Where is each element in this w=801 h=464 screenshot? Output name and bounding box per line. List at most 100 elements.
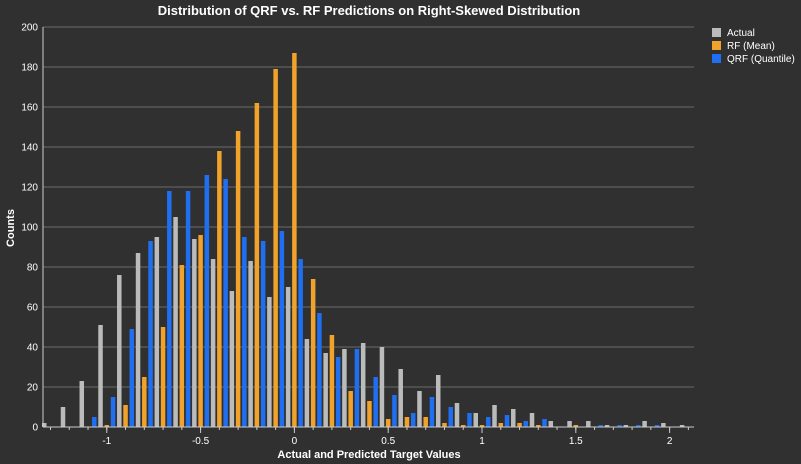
chart-title: Distribution of QRF vs. RF Predictions o… <box>158 3 581 18</box>
bar-series-2 <box>279 231 285 427</box>
bar-series-0 <box>154 237 160 427</box>
x-tick-label: 0 <box>292 436 298 447</box>
bar-series-1 <box>536 425 541 427</box>
bar-series-1 <box>479 425 485 427</box>
bar-series-0 <box>435 375 441 427</box>
bar-series-1 <box>460 425 466 427</box>
y-tick-label: 180 <box>21 63 38 74</box>
bar-series-1 <box>498 423 504 427</box>
bar-series-0 <box>417 391 422 427</box>
bar-series-0 <box>60 407 66 427</box>
bar-series-0 <box>661 423 666 427</box>
bar-series-1 <box>442 423 447 427</box>
bar-series-2 <box>523 421 529 427</box>
bar-series-1 <box>273 69 278 427</box>
bar-series-2 <box>448 407 453 427</box>
bar-series-1 <box>310 279 316 427</box>
bar-series-2 <box>92 417 97 427</box>
bar-series-1 <box>217 151 222 427</box>
bar-series-2 <box>598 425 604 427</box>
y-tick-label: 60 <box>27 303 39 314</box>
legend-swatch-0 <box>712 28 721 37</box>
x-tick-label: 1.5 <box>569 436 583 447</box>
bar-series-0 <box>98 325 103 427</box>
bar-series-2 <box>467 413 472 427</box>
bar-series-1 <box>123 405 128 427</box>
bar-series-2 <box>129 329 135 427</box>
bar-series-0 <box>454 403 460 427</box>
bar-series-2 <box>392 395 397 427</box>
bar-series-2 <box>167 191 172 427</box>
bar-series-1 <box>104 425 110 427</box>
bar-series-2 <box>335 357 341 427</box>
bar-series-2 <box>617 425 622 427</box>
bar-series-0 <box>323 353 328 427</box>
x-tick-label: 2 <box>667 436 673 447</box>
bar-series-2 <box>486 417 491 427</box>
bar-series-1 <box>517 423 522 427</box>
bar-series-2 <box>298 259 303 427</box>
bar-series-1 <box>292 53 297 427</box>
bar-series-0 <box>398 369 403 427</box>
bar-series-0 <box>567 421 572 427</box>
bar-series-1 <box>254 103 260 427</box>
bar-series-0 <box>248 261 253 427</box>
bar-series-2 <box>504 415 510 427</box>
x-tick-label: -1 <box>102 436 111 447</box>
x-tick-label: -0.5 <box>192 436 210 447</box>
bar-series-2 <box>242 237 247 427</box>
x-tick-label: 0.5 <box>381 436 395 447</box>
y-tick-label: 0 <box>32 423 38 434</box>
bar-series-1 <box>404 417 410 427</box>
bar-series-0 <box>604 425 610 427</box>
legend-swatch-1 <box>712 41 721 50</box>
y-tick-label: 20 <box>27 383 39 394</box>
bar-series-1 <box>179 265 185 427</box>
bar-series-0 <box>210 259 216 427</box>
bar-series-1 <box>385 419 391 427</box>
bar-series-0 <box>642 421 647 427</box>
bar-series-1 <box>423 417 428 427</box>
bar-series-2 <box>204 175 210 427</box>
bar-series-0 <box>511 409 516 427</box>
bar-series-2 <box>148 241 153 427</box>
bar-series-0 <box>117 275 122 427</box>
bar-series-2 <box>185 191 191 427</box>
bar-series-2 <box>654 425 660 427</box>
bar-series-2 <box>542 419 547 427</box>
bar-series-1 <box>142 377 147 427</box>
y-tick-label: 200 <box>21 23 38 34</box>
bar-series-2 <box>410 413 416 427</box>
legend-label-0: Actual <box>727 28 755 39</box>
bar-series-0 <box>304 339 310 427</box>
bar-series-0 <box>229 291 235 427</box>
legend: Actual RF (Mean) QRF (Quantile) <box>712 28 795 65</box>
bar-series-2 <box>110 397 116 427</box>
bar-series-0 <box>192 239 197 427</box>
bar-series-2 <box>223 179 228 427</box>
bar-series-1 <box>329 335 335 427</box>
bar-series-1 <box>160 327 166 427</box>
bar-series-0 <box>679 425 685 427</box>
bar-series-0 <box>548 421 554 427</box>
bar-series-1 <box>198 235 203 427</box>
bar-series-2 <box>260 241 266 427</box>
legend-swatch-2 <box>712 54 721 63</box>
bar-series-0 <box>379 347 385 427</box>
y-tick-label: 40 <box>27 343 39 354</box>
axes: 0 20 40 60 80 100 120 140 160 180 200 -1 -0.5 0 0.5 1 1.… <box>21 23 694 447</box>
bar-series-2 <box>317 313 322 427</box>
y-tick-label: 100 <box>21 223 38 234</box>
legend-label-1: RF (Mean) <box>727 41 775 52</box>
bar-series-1 <box>235 131 241 427</box>
bar-series-0 <box>492 405 497 427</box>
bar-series-0 <box>360 343 366 427</box>
bar-series-0 <box>529 413 535 427</box>
bar-series-0 <box>623 425 629 427</box>
bar-series-1 <box>348 391 353 427</box>
x-tick-label: 1 <box>479 436 485 447</box>
bar-series-0 <box>342 349 347 427</box>
y-tick-label: 160 <box>21 103 38 114</box>
